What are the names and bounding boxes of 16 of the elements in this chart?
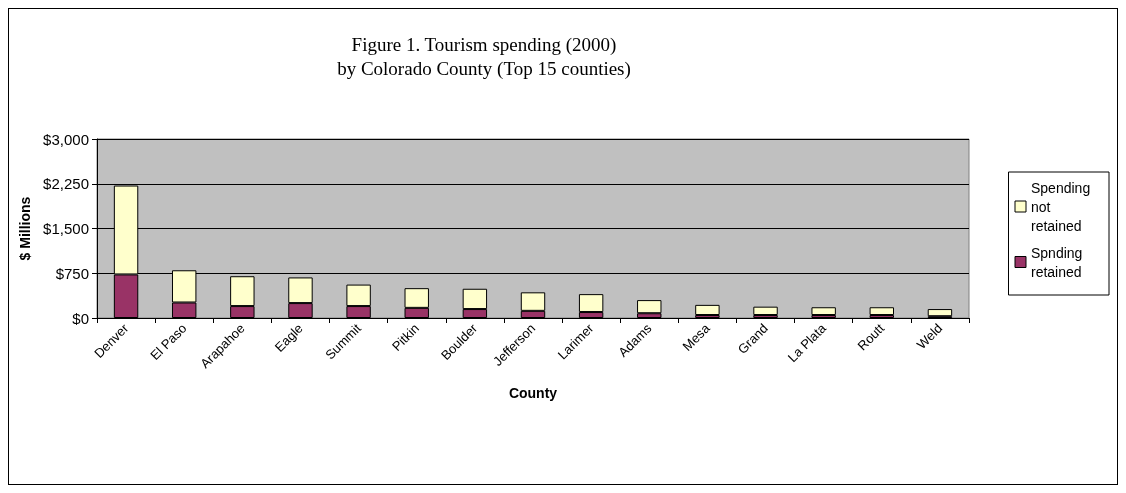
chart-title: Figure 1. Tourism spending (2000) by Colorado County (Top 15 counties) [337,33,631,80]
y-tick-label: $3,000 [43,130,89,148]
y-tick-label: $0 [72,309,89,327]
legend-label: Spnding retained [1031,244,1087,280]
bar [637,300,662,314]
x-axis-title: County [508,385,558,401]
y-axis-title: $ Millions [17,196,34,261]
bar [695,304,720,316]
y-tick-label: $750 [55,264,89,282]
y-tick-label: $1,500 [43,220,89,237]
y-tick-label: $2,250 [43,175,89,193]
bar [927,309,953,317]
bar [811,307,836,316]
bar [753,306,778,316]
bar [869,307,895,316]
legend-label: Spending not retained [1031,179,1095,234]
